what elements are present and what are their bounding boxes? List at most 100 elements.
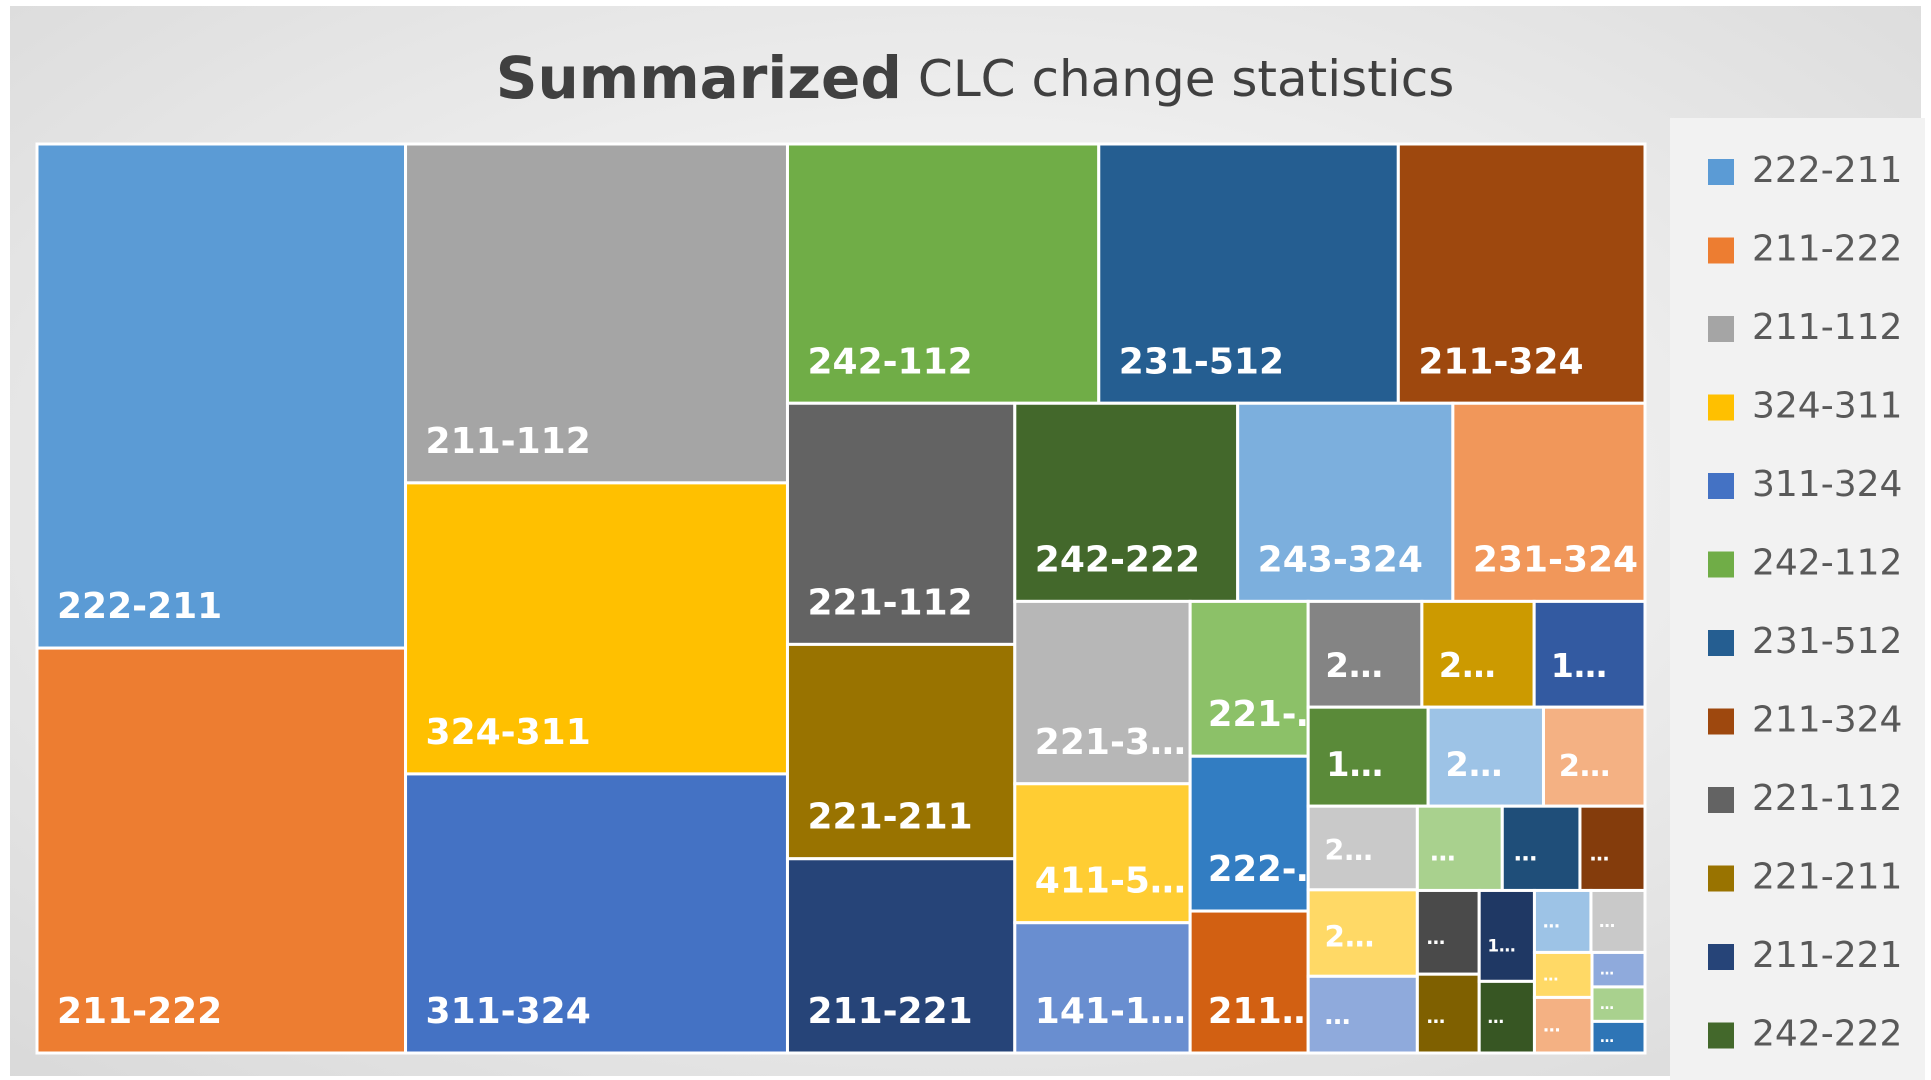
tile-label: …: [1590, 842, 1610, 865]
legend-label: 311-324: [1752, 464, 1902, 505]
tile: [1013, 401, 1240, 603]
tile: [1188, 754, 1310, 913]
legend-swatch: [1708, 473, 1734, 499]
tile-label: 2…: [1325, 834, 1373, 867]
tile-label: 243-324: [1258, 539, 1423, 580]
tile-label: 221-3…: [1035, 722, 1186, 763]
tile: [1013, 782, 1192, 925]
tile: [1477, 979, 1536, 1055]
tile: [1532, 995, 1594, 1055]
tile-label: 2…: [1439, 646, 1496, 685]
tile: [785, 142, 1101, 405]
tile-label: 221-211: [807, 797, 972, 838]
tile-label: 1…: [1551, 646, 1607, 685]
tile-label: …: [1543, 1016, 1560, 1036]
tile: [404, 481, 789, 776]
legend-swatch: [1708, 944, 1734, 970]
tile-label: 231-324: [1473, 539, 1638, 580]
tile-label: …: [1599, 912, 1615, 931]
tile-label: 324-311: [426, 712, 591, 753]
legend-label: 324-311: [1752, 386, 1902, 427]
tile: [1188, 909, 1310, 1055]
legend-swatch: [1708, 787, 1734, 813]
tile: [785, 857, 1017, 1055]
legend-swatch: [1708, 316, 1734, 342]
tile-label: 311-324: [426, 991, 591, 1032]
tile-label: …: [1543, 911, 1560, 931]
tile-label: 211-222: [57, 991, 222, 1032]
tiles: 222-211 211-222 211-112 324-311 311-324 242-1…: [35, 142, 1647, 1055]
tile: [1415, 804, 1504, 892]
tile-label: …: [1430, 837, 1455, 867]
tile-label: 2…: [1325, 646, 1383, 686]
tile-label: …: [1325, 1001, 1351, 1031]
tile: [1451, 401, 1647, 603]
legend-panel: [1670, 118, 1925, 1080]
tile-label: 141-1…: [1035, 991, 1186, 1032]
tile: [1097, 142, 1400, 405]
tile: [1306, 599, 1424, 709]
legend-label: 211-222: [1752, 229, 1902, 270]
tile: [1589, 888, 1647, 954]
tile-label: 211-112: [426, 421, 591, 462]
legend-label: 211-112: [1752, 307, 1902, 348]
legend-label: 211-221: [1752, 935, 1902, 976]
tile: [1396, 142, 1647, 405]
legend-label: 242-222: [1752, 1014, 1902, 1055]
tile-label: …: [1427, 1007, 1446, 1028]
legend-swatch: [1708, 865, 1734, 892]
tile: [1013, 921, 1192, 1055]
legend-label: 221-211: [1752, 857, 1902, 898]
tile-label: 211-324: [1418, 341, 1583, 382]
legend-swatch: [1708, 237, 1734, 264]
tile-label: …: [1600, 963, 1614, 979]
tile: [1590, 985, 1647, 1023]
tile-label: 1…: [1326, 745, 1383, 784]
legend-label: 211-324: [1752, 700, 1902, 741]
tile-label: 211…: [1208, 991, 1317, 1032]
tile-label: 2…: [1445, 745, 1502, 784]
tile: [35, 646, 408, 1055]
tile-label: …: [1600, 1030, 1614, 1046]
legend-swatch: [1708, 1022, 1734, 1049]
chart-subtitle: CLC change statistics: [918, 50, 1454, 108]
tile-label: 1…: [1487, 936, 1515, 955]
tile-label: …: [1600, 997, 1614, 1013]
legend-label: 222-211: [1752, 150, 1902, 191]
tile: [1236, 401, 1455, 603]
legend-label: 231-512: [1752, 621, 1902, 662]
tile: [1541, 705, 1647, 808]
tile-label: 211-221: [807, 991, 972, 1032]
legend-label: 221-112: [1752, 778, 1902, 819]
tile-label: 231-512: [1119, 341, 1284, 382]
chart-title: Summarized: [496, 44, 902, 112]
tile-label: 242-222: [1035, 539, 1200, 580]
tile: [1306, 974, 1419, 1055]
tile: [785, 401, 1017, 646]
legend-swatch: [1708, 159, 1734, 185]
tile-label: …: [1487, 1008, 1504, 1027]
legend-swatch: [1708, 630, 1734, 656]
tile-label: 2…: [1325, 919, 1375, 953]
legend-label: 242-112: [1752, 543, 1902, 584]
tile: [35, 142, 408, 650]
tile: [1013, 599, 1192, 786]
tile-label: 242-112: [807, 341, 972, 382]
tile-label: …: [1427, 928, 1446, 949]
chart-title-group: Summarized CLC change statistics: [496, 44, 1455, 112]
legend-swatch: [1708, 551, 1734, 578]
tile: [1415, 972, 1481, 1055]
tile-label: 222-211: [57, 586, 222, 627]
tile-label: …: [1514, 839, 1537, 866]
tile: [404, 772, 789, 1055]
tile: [1532, 599, 1647, 709]
legend-swatch: [1708, 708, 1734, 735]
legend: 222-211 211-222 211-112 324-311 311-324 242-1…: [1708, 150, 1902, 1055]
tile-label: 221-112: [807, 582, 972, 623]
tile: [1426, 705, 1545, 808]
tile-label: 2…: [1559, 749, 1611, 784]
tile-label: 411-5…: [1035, 861, 1186, 902]
tile: [1590, 1019, 1647, 1055]
